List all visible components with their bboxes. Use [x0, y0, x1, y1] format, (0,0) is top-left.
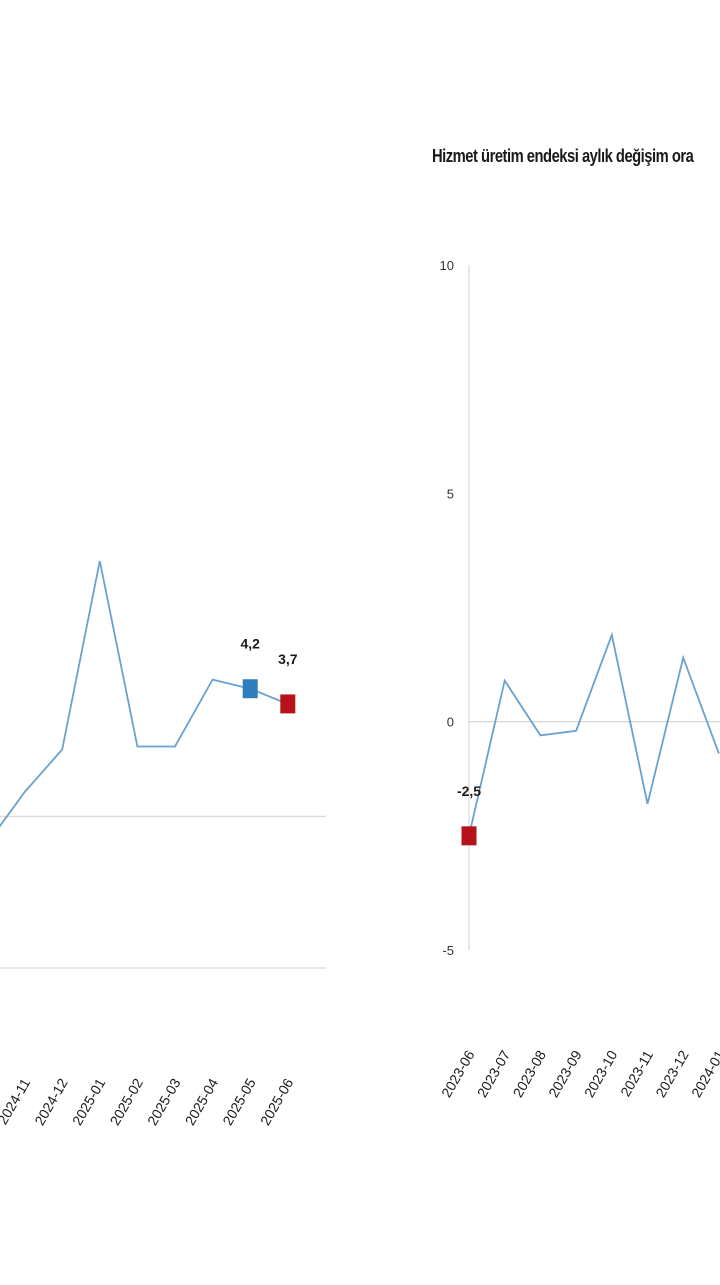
highlight-marker — [242, 679, 258, 699]
x-tick-label: 2023-10 — [581, 1047, 621, 1100]
x-tick-label: 2025-04 — [182, 1075, 222, 1128]
x-tick-label: 2024-12 — [31, 1075, 71, 1128]
x-tick-label: 2023-12 — [652, 1047, 692, 1100]
x-tick-label: 2023-09 — [545, 1047, 585, 1100]
y-tick-label: -5 — [442, 943, 454, 958]
x-tick-label: 2025-06 — [257, 1075, 297, 1128]
data-label: -2,5 — [457, 783, 481, 799]
highlight-marker — [461, 826, 477, 846]
series-line — [468, 631, 720, 837]
highlight-marker — [280, 694, 296, 714]
x-tick-label: 2024-01 — [688, 1047, 720, 1100]
chart-title: Hizmet üretim endeksi aylık değişim ora — [432, 146, 694, 166]
x-tick-label: 2025-03 — [144, 1075, 184, 1128]
x-tick-label: 2023-08 — [509, 1047, 549, 1100]
x-tick-label: 2023-07 — [474, 1047, 514, 1100]
series-line — [0, 560, 289, 828]
x-tick-label: 2024-11 — [0, 1075, 33, 1127]
x-tick-label: 2025-02 — [106, 1075, 146, 1128]
x-tick-label: 2023-06 — [438, 1047, 478, 1100]
x-tick-label: 2023-11 — [617, 1047, 656, 1099]
x-tick-label: 2025-01 — [69, 1075, 109, 1128]
x-tick-label: 2025-05 — [219, 1075, 259, 1128]
y-tick-label: 0 — [447, 715, 454, 730]
y-tick-label: 5 — [447, 486, 454, 501]
data-label: 3,7 — [278, 651, 298, 667]
y-tick-label: 10 — [440, 258, 454, 273]
data-label: 4,2 — [240, 636, 260, 652]
